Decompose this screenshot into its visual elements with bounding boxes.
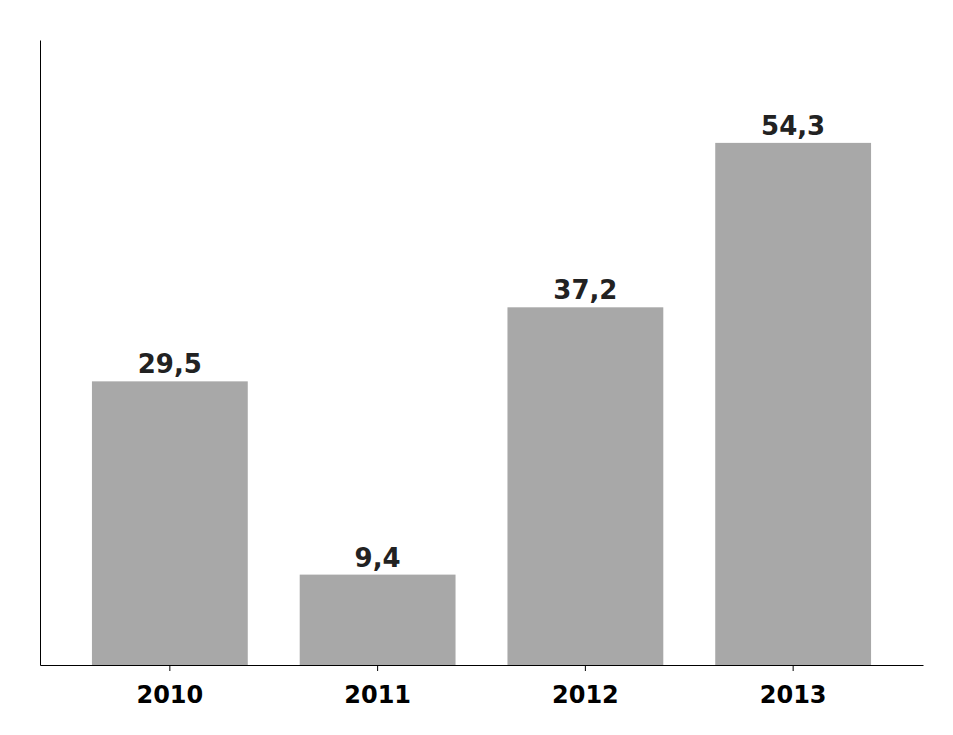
x-tick-mark [169, 665, 170, 671]
y-axis [40, 41, 41, 666]
x-tick-label: 2013 [760, 681, 827, 709]
x-tick: 2013 [760, 665, 827, 709]
x-tick-label: 2011 [344, 681, 411, 709]
x-tick: 2011 [344, 665, 411, 709]
data-label: 54,3 [761, 111, 825, 141]
plot-area: 2010 2011 2012 2013 29,5 9,4 37,2 54,3 [41, 41, 924, 709]
x-tick-mark [793, 665, 794, 671]
bar [92, 381, 248, 665]
bar [507, 307, 663, 665]
x-axis-line [41, 665, 924, 666]
x-tick: 2012 [552, 665, 619, 709]
y-axis-line [40, 41, 41, 666]
bar [300, 575, 456, 665]
data-label: 29,5 [138, 349, 202, 379]
x-tick-mark [377, 665, 378, 671]
x-axis: 2010 2011 2012 2013 [41, 665, 924, 709]
bar [715, 143, 871, 665]
data-label: 9,4 [355, 543, 401, 573]
data-labels: 29,5 9,4 37,2 54,3 [138, 111, 825, 573]
x-tick-label: 2010 [136, 681, 203, 709]
x-tick-label: 2012 [552, 681, 619, 709]
x-tick-mark [585, 665, 586, 671]
chart-svg: 2010 2011 2012 2013 29,5 9,4 37,2 54,3 [0, 0, 953, 735]
bars [92, 143, 871, 665]
data-label: 37,2 [553, 275, 617, 305]
x-tick: 2010 [136, 665, 203, 709]
